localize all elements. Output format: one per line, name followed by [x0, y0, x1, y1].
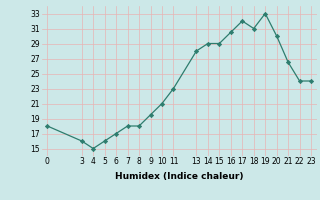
X-axis label: Humidex (Indice chaleur): Humidex (Indice chaleur): [115, 172, 244, 181]
